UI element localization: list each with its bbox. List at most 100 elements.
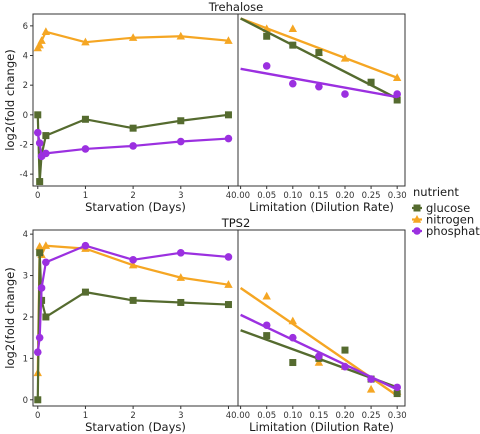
panel-title: TPS2 bbox=[221, 216, 251, 230]
glucose-point bbox=[341, 346, 349, 354]
phosphate-point bbox=[288, 333, 297, 342]
phosphate-point bbox=[81, 145, 90, 153]
phosphate-point bbox=[35, 333, 44, 342]
x-axis-label: Limitation (Dilution Rate) bbox=[249, 200, 394, 214]
glucose-point bbox=[129, 124, 137, 132]
nitrogen-point bbox=[392, 73, 402, 81]
glucose-point bbox=[289, 359, 297, 367]
phosphate-point bbox=[35, 139, 44, 147]
y-tick-label: -2 bbox=[20, 140, 28, 150]
y-axis-label: log2(fold change) bbox=[3, 49, 17, 150]
nitrogen-point bbox=[128, 33, 138, 41]
phosphate-point bbox=[393, 383, 401, 392]
glucose-point bbox=[81, 288, 89, 296]
glucose-point bbox=[224, 111, 232, 119]
legend-title: nutrient bbox=[413, 185, 459, 199]
x-tick-label: 0.10 bbox=[283, 411, 302, 421]
x-axis-label: Starvation (Days) bbox=[85, 200, 186, 214]
glucose-point bbox=[289, 41, 297, 49]
panel-series-2 bbox=[33, 241, 233, 404]
legend-label-phosphate: phosphate bbox=[426, 224, 480, 238]
nitrogen-point bbox=[176, 31, 185, 40]
nitrogen-point bbox=[35, 242, 44, 250]
x-tick-label: 0 bbox=[35, 411, 40, 421]
panel-series-1 bbox=[240, 17, 402, 104]
x-tick-label: 0.30 bbox=[388, 411, 407, 421]
nitrogen-point bbox=[41, 241, 51, 249]
panel-series-0 bbox=[33, 27, 233, 186]
glucose-point bbox=[42, 132, 50, 140]
nitrogen-point bbox=[366, 384, 376, 393]
y-tick-label: 4 bbox=[23, 52, 28, 62]
x-tick-label: 0.00 bbox=[231, 191, 250, 201]
glucose-point bbox=[263, 32, 271, 40]
x-tick-label: 0.10 bbox=[283, 191, 302, 201]
y-tick-label: 4 bbox=[23, 230, 28, 240]
y-tick-label: 1 bbox=[23, 354, 28, 364]
nitrogen-point bbox=[288, 24, 297, 33]
x-tick-label: 0.05 bbox=[257, 191, 276, 201]
x-tick-label: 4 bbox=[226, 191, 231, 201]
phosphate-point bbox=[129, 142, 137, 150]
nitrogen-point bbox=[262, 291, 271, 300]
x-tick-label: 2 bbox=[130, 191, 135, 201]
glucose-line bbox=[36, 113, 229, 183]
nitrogen-point bbox=[35, 40, 44, 49]
legend-label-nitrogen: nitrogen bbox=[426, 213, 474, 227]
phosphate-point bbox=[288, 79, 297, 88]
glucose-point bbox=[36, 249, 44, 257]
y-tick-label: 2 bbox=[23, 81, 28, 91]
x-tick-label: 4 bbox=[226, 411, 231, 421]
nitrogen-point bbox=[81, 37, 90, 46]
x-tick-label: 2 bbox=[130, 411, 135, 421]
glucose-point bbox=[367, 78, 375, 86]
glucose-point bbox=[34, 396, 42, 404]
x-tick-label: 3 bbox=[178, 191, 183, 201]
glucose-point bbox=[393, 96, 401, 104]
phosphate-point bbox=[81, 241, 90, 250]
glucose-point bbox=[393, 390, 401, 398]
nitrogen-point bbox=[41, 27, 51, 35]
phosphate-point bbox=[224, 134, 233, 143]
glucose-point bbox=[177, 298, 185, 306]
y-tick-label: 0 bbox=[23, 396, 28, 406]
phosphate-point bbox=[129, 256, 137, 264]
x-tick-label: 1 bbox=[83, 191, 88, 201]
y-tick-label: 6 bbox=[23, 22, 28, 32]
phosphate-point bbox=[37, 284, 46, 292]
x-tick-label: 0 bbox=[35, 191, 40, 201]
phosphate-point bbox=[341, 362, 349, 371]
phosphate-point bbox=[262, 321, 271, 330]
phosphate-point bbox=[33, 128, 42, 137]
legend-label-glucose: glucose bbox=[426, 201, 470, 215]
glucose-point bbox=[81, 115, 89, 123]
nitrogen-point bbox=[37, 36, 46, 44]
x-tick-label: 1 bbox=[83, 411, 88, 421]
panel-frame-3 bbox=[237, 229, 406, 407]
phosphate-point bbox=[42, 258, 50, 267]
x-tick-label: 0.05 bbox=[257, 411, 276, 421]
x-tick-label: 0.25 bbox=[362, 191, 381, 201]
glucose-legend-marker bbox=[413, 204, 421, 212]
panel-title: Trehalose bbox=[208, 0, 264, 14]
phosphate-point bbox=[315, 82, 323, 91]
glucose-point bbox=[177, 117, 185, 125]
nitrogen-point bbox=[224, 280, 233, 288]
nitrogen-point bbox=[224, 36, 233, 44]
nitrogen-point bbox=[340, 53, 350, 62]
phosphate-point bbox=[176, 248, 185, 257]
x-tick-label: 3 bbox=[178, 411, 183, 421]
phosphate-point bbox=[176, 137, 185, 146]
glucose-point bbox=[34, 111, 42, 119]
phosphate-point bbox=[393, 90, 401, 98]
glucose-line bbox=[36, 251, 229, 400]
glucose-point bbox=[224, 301, 232, 309]
phosphate-point bbox=[341, 90, 349, 98]
y-tick-label: -4 bbox=[20, 170, 28, 180]
x-tick-label: 0.15 bbox=[309, 411, 328, 421]
panel-frame-2 bbox=[32, 229, 239, 407]
x-tick-label: 0.20 bbox=[336, 191, 355, 201]
x-tick-label: 0.15 bbox=[309, 191, 328, 201]
glucose-point bbox=[36, 178, 44, 186]
